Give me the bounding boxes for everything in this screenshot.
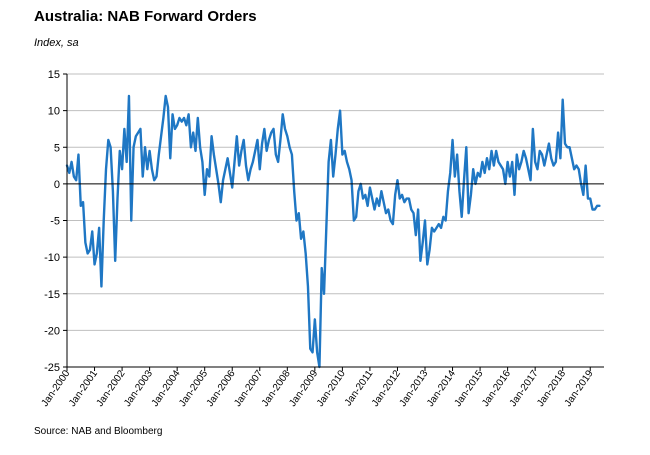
gridlines bbox=[67, 73, 604, 368]
y-tick-label: -20 bbox=[44, 325, 60, 337]
axes bbox=[63, 73, 604, 371]
y-tick-label: -10 bbox=[44, 252, 60, 264]
chart-title: Australia: NAB Forward Orders bbox=[34, 8, 257, 25]
y-tick-label: -25 bbox=[44, 362, 60, 374]
series-line-forward-orders bbox=[65, 94, 601, 369]
source-note: Source: NAB and Bloomberg bbox=[34, 426, 163, 437]
y-tick-label: 10 bbox=[48, 106, 60, 118]
y-tick-label: 0 bbox=[54, 179, 60, 191]
y-axis-unit-label: Index, sa bbox=[34, 37, 79, 49]
y-tick-label: 5 bbox=[54, 142, 60, 154]
y-tick-label: -15 bbox=[44, 289, 60, 301]
y-tick-label: 15 bbox=[48, 69, 60, 81]
x-axis-tick-labels: Jan-2000Jan-2001Jan-2002Jan-2003Jan-2004… bbox=[40, 368, 596, 409]
series-layer bbox=[65, 94, 601, 369]
y-axis-tick-labels: 15 10 5 0 -5 -10 -15 -20 -25 bbox=[44, 69, 60, 374]
x-tick-label: Jan-2019 bbox=[563, 368, 596, 409]
y-tick-label: -5 bbox=[50, 216, 60, 228]
